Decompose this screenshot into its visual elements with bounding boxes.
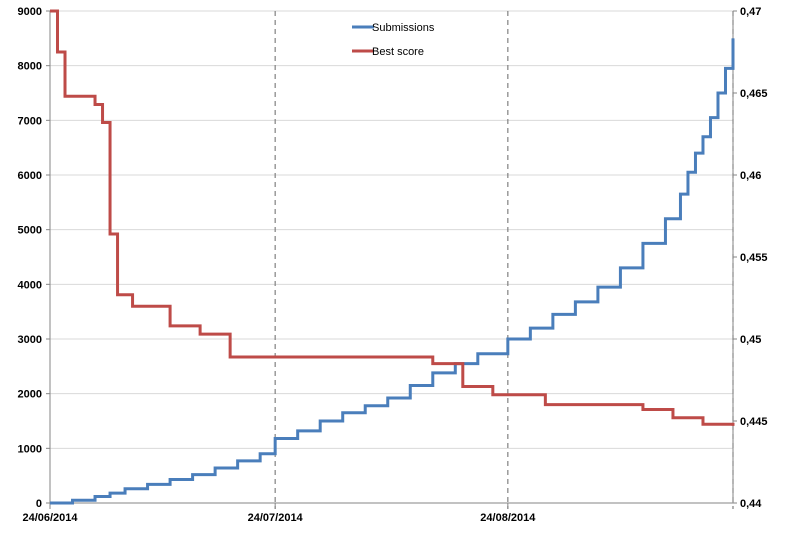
y-left-tick-label: 6000 — [18, 170, 42, 182]
x-tick-label: 24/07/2014 — [248, 512, 304, 524]
y-left-tick-label: 3000 — [18, 334, 42, 346]
best-score-series-line — [50, 11, 733, 426]
submissions-series-line — [50, 38, 733, 503]
x-tick-label: 24/08/2014 — [480, 512, 536, 524]
y-right-tick-label: 0,455 — [740, 252, 768, 264]
y-left-tick-label: 5000 — [18, 225, 42, 237]
y-left-tick-label: 2000 — [18, 389, 42, 401]
date-marker-layer — [275, 11, 733, 509]
series-layer — [50, 11, 733, 503]
y-right-tick-label: 0,465 — [740, 88, 768, 100]
grid-layer — [50, 11, 733, 448]
y-right-tick-label: 0,44 — [740, 498, 762, 510]
y-right-tick-label: 0,46 — [740, 170, 761, 182]
legend-label-submissions: Submissions — [372, 22, 435, 34]
legend: Submissions Best score — [352, 22, 435, 58]
y-left-tick-label: 8000 — [18, 61, 42, 73]
axis-layer: 0 1000 2000 3000 4000 5000 6000 7000 8000 9000 0,4… — [18, 6, 768, 524]
y-left-tick-label: 9000 — [18, 6, 42, 18]
y-right-tick-label: 0,45 — [740, 334, 761, 346]
y-left-tick-label: 4000 — [18, 279, 42, 291]
y-left-tick-label: 0 — [36, 498, 42, 510]
legend-label-best-score: Best score — [372, 46, 424, 58]
y-left-tick-label: 7000 — [18, 115, 42, 127]
x-tick-label: 24/06/2014 — [22, 512, 78, 524]
y-right-tick-label: 0,445 — [740, 416, 768, 428]
y-right-tick-label: 0,47 — [740, 6, 761, 18]
y-left-tick-label: 1000 — [18, 443, 42, 455]
